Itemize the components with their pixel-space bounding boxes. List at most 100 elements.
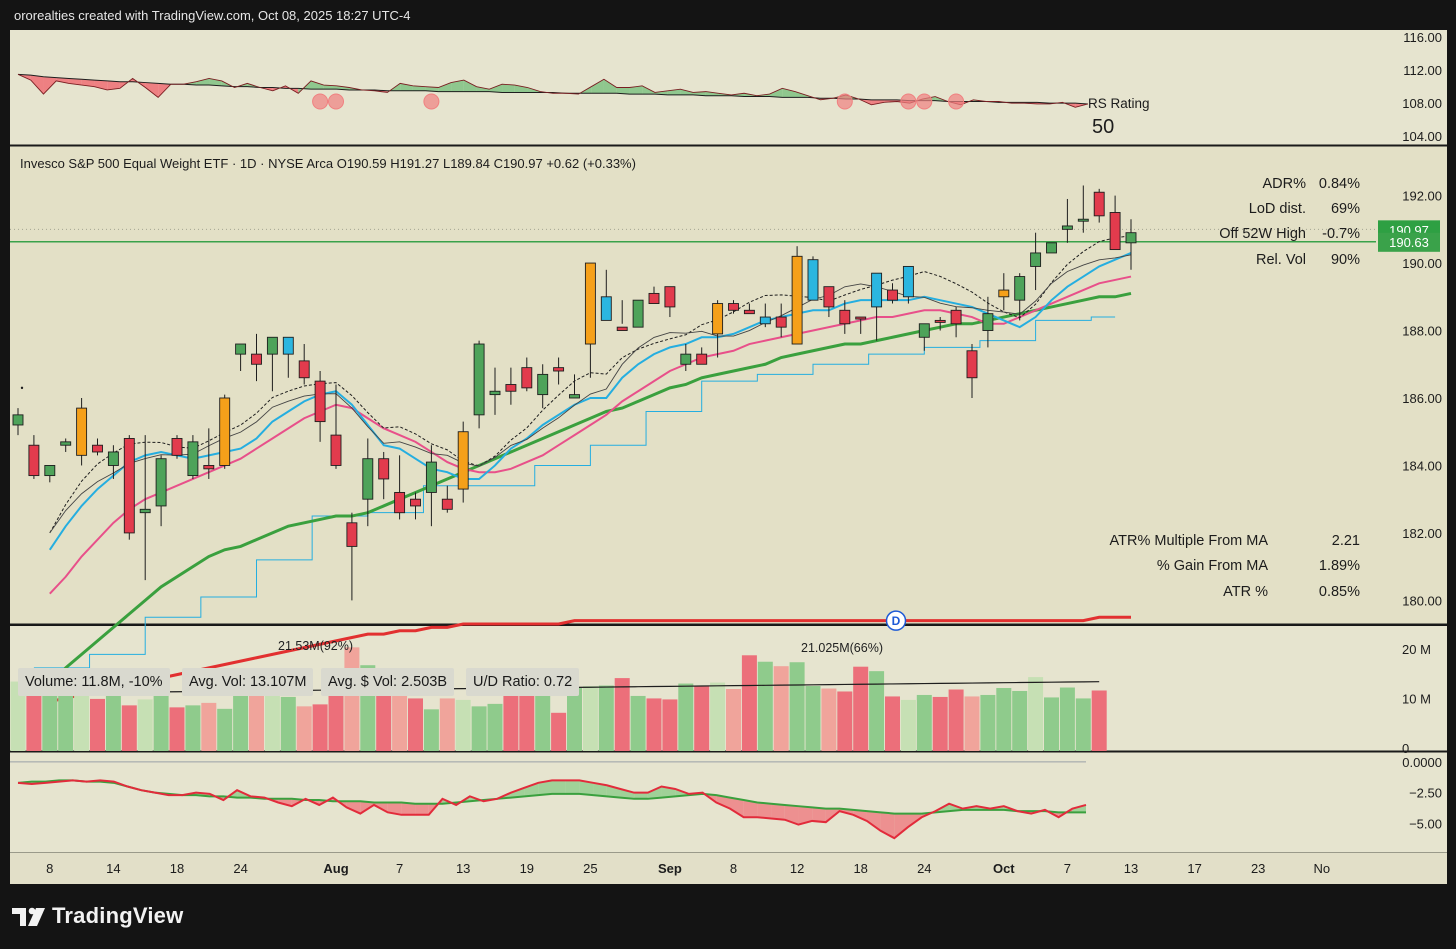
candle-body xyxy=(569,394,580,399)
volume-bar xyxy=(932,696,948,751)
weekly-step-line xyxy=(33,316,1116,669)
candle-body xyxy=(203,465,215,470)
candle xyxy=(521,357,533,392)
candle xyxy=(616,300,628,331)
vol-stat-volume: Volume: 11.8M, -10% xyxy=(18,668,170,696)
rs-fill xyxy=(145,82,159,98)
candle-body xyxy=(712,303,724,335)
rs-fill xyxy=(209,78,222,86)
candle-body xyxy=(775,316,787,328)
candle-body xyxy=(855,316,867,320)
volume-bar xyxy=(153,695,169,751)
candle xyxy=(28,435,40,479)
candle-body xyxy=(982,313,994,331)
candle xyxy=(235,343,247,372)
candle-body xyxy=(728,303,739,311)
candle-body xyxy=(696,353,708,365)
candle-body xyxy=(998,289,1010,298)
candle xyxy=(871,272,883,341)
candle-body xyxy=(823,286,835,308)
ma50-line xyxy=(48,291,1132,686)
candle xyxy=(76,397,88,466)
candle xyxy=(823,286,835,318)
time-axis-label: 18 xyxy=(853,861,867,876)
rs-fill xyxy=(56,77,69,84)
price-y-tick-label: 186.00 xyxy=(1402,391,1442,406)
time-axis-label: 14 xyxy=(106,861,120,876)
osc-fill xyxy=(510,787,525,798)
attribution-bar: ororealties created with TradingView.com… xyxy=(0,0,1456,30)
candle xyxy=(60,438,72,452)
candle xyxy=(187,435,199,479)
osc-fill xyxy=(798,806,813,825)
candle-body xyxy=(600,296,612,321)
osc-fill xyxy=(620,788,635,799)
volume-y-tick-label: 10 M xyxy=(1402,691,1431,706)
candle xyxy=(489,367,501,415)
vol-stat-avg-vol: Avg. Vol: 13.107M xyxy=(182,668,314,696)
rs-new-low-marker xyxy=(423,93,440,110)
candle xyxy=(12,408,24,436)
volume-bar xyxy=(1044,697,1059,751)
volume-bar xyxy=(455,699,471,751)
osc-y-tick-label: −2.50 xyxy=(1409,786,1442,801)
candle xyxy=(266,336,278,392)
vol-stat-ud-ratio: U/D Ratio: 0.72 xyxy=(466,668,580,696)
candle-body xyxy=(123,438,135,534)
chart-area[interactable]: 116.00 112.00 108.00 104.00 192.00 190.00 188.… xyxy=(10,30,1447,884)
candle xyxy=(330,384,342,469)
stat-label: Off 52W High xyxy=(1219,226,1306,242)
stat-value: 90% xyxy=(1330,252,1360,268)
osc-fill xyxy=(866,811,881,831)
stat-value: 1.89% xyxy=(1318,558,1360,574)
osc-signal-line xyxy=(17,779,1086,815)
candle-body xyxy=(871,272,883,308)
candle-body xyxy=(12,414,24,426)
rs-fill xyxy=(476,86,490,92)
rs-fill xyxy=(43,76,57,95)
time-axis-label: 13 xyxy=(456,861,470,876)
candle-body xyxy=(743,309,755,315)
candle-body xyxy=(155,458,167,507)
candle-body xyxy=(616,326,628,331)
candle-body xyxy=(473,343,485,416)
price-y-tick-label: 184.00 xyxy=(1402,458,1442,473)
volume-bar xyxy=(471,706,487,751)
volume-bar xyxy=(821,688,837,751)
volume-bar xyxy=(805,686,821,751)
candle xyxy=(680,344,692,372)
candle xyxy=(282,336,294,378)
stat-value: 0.84% xyxy=(1318,176,1360,192)
candle-body xyxy=(76,407,88,456)
vol-annotation-1: 21.53M(92%) xyxy=(278,639,354,653)
osc-fill xyxy=(401,802,416,815)
candle xyxy=(728,300,739,314)
volume-bar xyxy=(789,662,805,751)
candle xyxy=(600,269,612,321)
stat-value: 0.85% xyxy=(1318,584,1360,600)
volume-bar xyxy=(201,702,217,751)
osc-fill xyxy=(812,807,826,823)
time-axis-label: Aug xyxy=(323,861,348,876)
stat-label: % Gain From MA xyxy=(1156,558,1268,574)
chart-canvas[interactable]: 116.00 112.00 108.00 104.00 192.00 190.00 188.… xyxy=(10,30,1447,884)
time-axis-label: 24 xyxy=(233,861,247,876)
rs-fill xyxy=(94,80,108,90)
rs-y-tick-label: 112.00 xyxy=(1403,63,1442,78)
volume-bar xyxy=(646,698,662,751)
candle-body xyxy=(521,367,533,389)
candle-body xyxy=(378,458,390,480)
price-y-tick-label: 192.00 xyxy=(1402,189,1442,204)
volume-bar xyxy=(487,703,503,751)
candle xyxy=(107,445,119,479)
candle xyxy=(92,438,103,456)
candle xyxy=(457,421,469,503)
candle xyxy=(950,306,962,338)
candle xyxy=(378,451,390,500)
volume-bar xyxy=(217,708,233,751)
prev-price-label: 190.63 xyxy=(1389,235,1429,250)
volume-bar xyxy=(869,671,885,751)
tradingview-logo-text: TradingView xyxy=(52,903,184,928)
candle-body xyxy=(553,367,565,372)
candle xyxy=(807,256,819,301)
